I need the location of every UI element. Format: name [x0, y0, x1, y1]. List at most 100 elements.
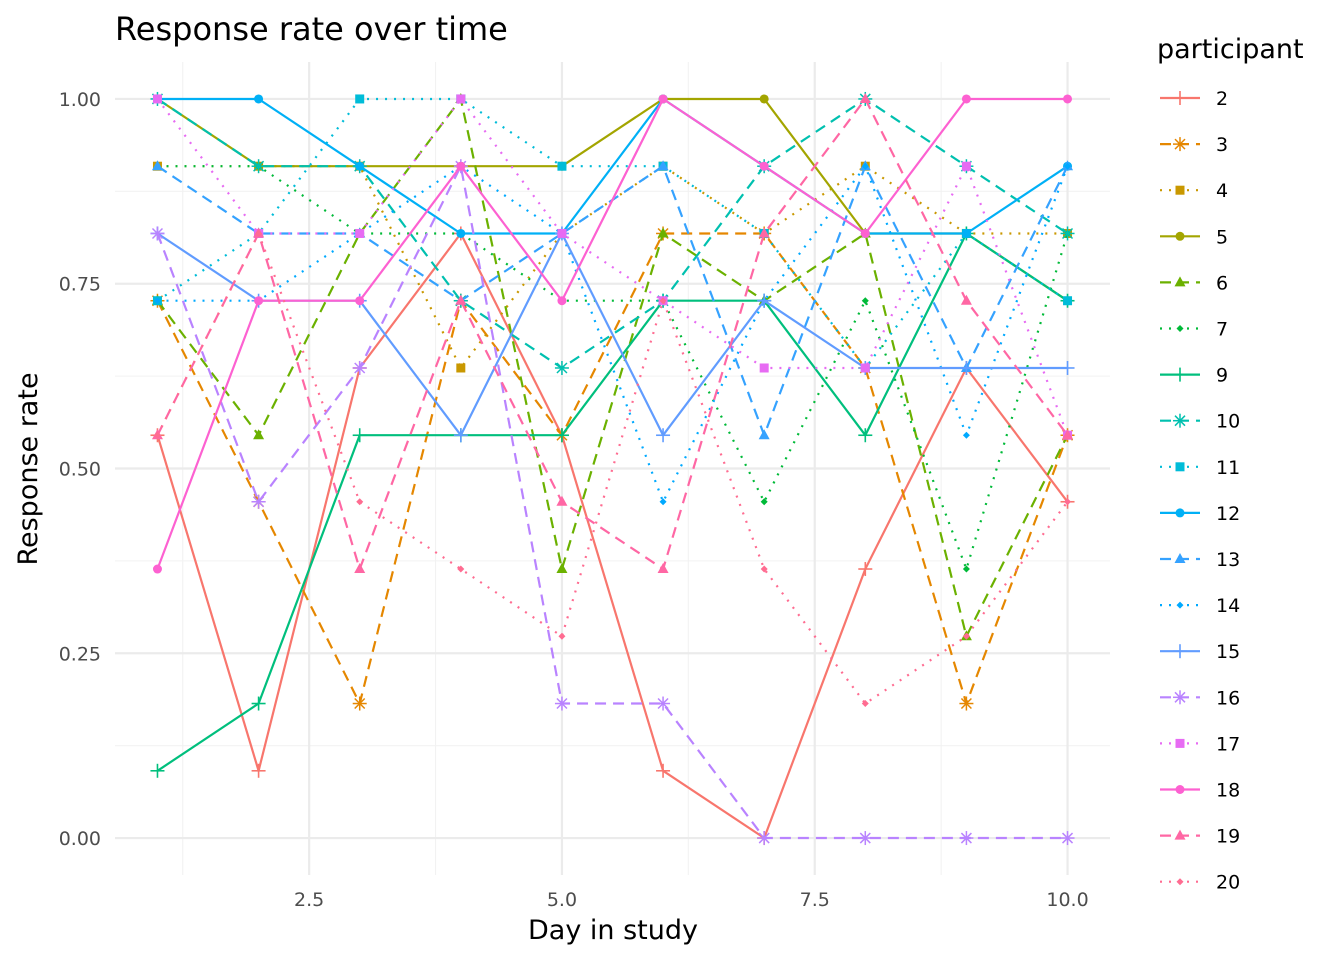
series-2 — [150, 226, 1075, 846]
series-line-6 — [156, 97, 1069, 638]
data-point — [962, 431, 970, 439]
data-point — [657, 160, 669, 171]
legend-label: 18 — [1216, 780, 1240, 802]
data-point — [861, 162, 869, 170]
data-point — [150, 763, 165, 778]
legend-key-marker — [1173, 413, 1187, 428]
legend-label: 15 — [1216, 641, 1240, 663]
x-axis-title: Day in study — [528, 915, 698, 946]
series-line-17 — [156, 97, 1069, 436]
data-point — [1064, 498, 1072, 506]
series-line-20 — [156, 232, 1069, 705]
legend-label: 6 — [1216, 272, 1228, 294]
data-point — [658, 94, 668, 104]
legend-key-marker — [1175, 462, 1185, 472]
data-point — [959, 696, 974, 711]
data-point — [959, 831, 974, 846]
data-point — [959, 360, 974, 375]
data-point — [1060, 226, 1075, 241]
legend-key-marker — [1175, 185, 1185, 195]
y-tick-label: 0.25 — [59, 643, 101, 665]
legend-item-14: 14 — [1160, 595, 1240, 617]
legend-key-marker — [1173, 367, 1187, 382]
legend-label: 12 — [1216, 503, 1240, 525]
data-point — [961, 228, 971, 238]
legend-key-marker — [1174, 276, 1186, 287]
data-point — [456, 363, 466, 373]
data-point — [757, 831, 772, 846]
series-16 — [150, 159, 1075, 846]
y-tick-label: 1.00 — [59, 89, 101, 111]
data-point — [657, 563, 669, 574]
grid — [115, 62, 1110, 875]
legend-label: 2 — [1216, 88, 1228, 110]
data-point — [151, 160, 163, 171]
legend-item-12: 12 — [1160, 503, 1240, 525]
data-point — [254, 296, 264, 306]
series-line-19 — [156, 97, 1069, 571]
legend-item-18: 18 — [1160, 780, 1240, 802]
legend-key-marker — [1176, 878, 1184, 886]
data-point — [251, 159, 266, 174]
legend-label: 14 — [1216, 595, 1240, 617]
series-20 — [153, 229, 1072, 708]
data-point — [557, 161, 567, 171]
data-point — [659, 297, 667, 305]
data-point — [858, 562, 873, 577]
y-tick-label: 0.00 — [59, 828, 101, 850]
legend-item-10: 10 — [1160, 411, 1240, 433]
x-axis-ticks: 2.5 5.0 7.5 10.0 — [294, 889, 1089, 911]
data-point — [760, 565, 768, 573]
series-17 — [152, 94, 1073, 440]
legend-label: 3 — [1216, 134, 1228, 156]
data-point — [1063, 94, 1073, 104]
legend-key-marker — [1173, 137, 1187, 152]
series-line-18 — [156, 97, 1068, 570]
legend-label: 19 — [1216, 826, 1240, 848]
data-point — [760, 498, 768, 506]
series-line-10 — [156, 97, 1069, 370]
legend-key-marker — [1175, 785, 1185, 794]
data-point — [455, 294, 467, 305]
data-point — [255, 229, 263, 237]
data-point — [961, 94, 971, 104]
legend-item-17: 17 — [1160, 733, 1240, 755]
y-tick-label: 0.50 — [59, 459, 101, 481]
data-point — [656, 696, 671, 711]
series-line-7 — [157, 165, 1069, 571]
data-point — [251, 494, 266, 509]
y-axis-title: Response rate — [13, 372, 44, 565]
data-point — [860, 363, 870, 373]
data-point — [456, 161, 466, 171]
data-point — [352, 696, 367, 711]
legend-key-marker — [1173, 91, 1187, 105]
data-point — [254, 94, 264, 104]
data-point — [1060, 831, 1075, 846]
legend-item-2: 2 — [1160, 88, 1228, 110]
legend-key-marker — [1173, 690, 1187, 705]
data-point — [355, 228, 365, 238]
data-point — [1062, 429, 1074, 440]
legend-label: 16 — [1216, 687, 1240, 709]
legend-item-3: 3 — [1160, 134, 1228, 156]
data-point — [1060, 360, 1075, 375]
data-point — [556, 563, 568, 574]
data-point — [152, 94, 162, 104]
data-point — [861, 700, 869, 708]
legend-label: 7 — [1216, 319, 1228, 341]
legend-title: participant — [1157, 34, 1304, 65]
data-point — [356, 498, 364, 506]
legend-label: 5 — [1216, 226, 1228, 248]
data-point — [153, 431, 161, 439]
legend-label: 13 — [1216, 549, 1240, 571]
legend-label: 9 — [1216, 365, 1228, 387]
legend-item-4: 4 — [1160, 180, 1228, 202]
data-point — [558, 632, 566, 640]
x-tick-label: 10.0 — [1046, 889, 1088, 911]
data-point — [757, 293, 772, 308]
legend-item-13: 13 — [1160, 549, 1240, 571]
legend-label: 17 — [1216, 733, 1240, 755]
legend-label: 10 — [1216, 411, 1240, 433]
legend-item-5: 5 — [1160, 226, 1228, 248]
data-point — [352, 360, 367, 375]
